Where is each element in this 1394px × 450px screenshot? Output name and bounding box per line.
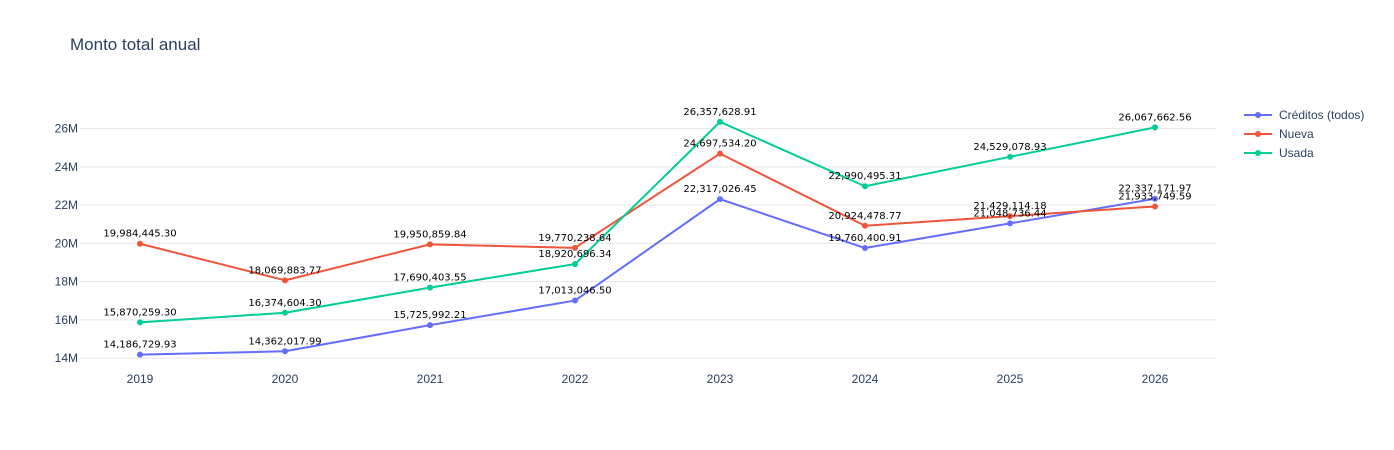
data-label: 15,725,992.21 [393,310,466,321]
data-label: 22,990,495.31 [828,171,901,182]
y-tick-label: 16M [55,313,78,327]
data-label: 19,770,238.64 [538,233,611,244]
data-label: 14,186,729.93 [103,340,176,351]
data-label: 22,317,026.45 [683,184,756,195]
data-point[interactable] [282,277,288,284]
data-point[interactable] [862,183,868,190]
y-tick-label: 26M [55,122,78,136]
x-tick-label: 2020 [272,372,299,386]
legend-marker [1255,150,1261,156]
data-label: 26,067,662.56 [1118,112,1191,123]
data-label: 14,362,017.99 [248,336,321,347]
legend-marker [1255,112,1261,118]
data-point[interactable] [717,118,723,125]
data-point[interactable] [427,322,433,329]
data-label: 19,984,445.30 [103,229,176,240]
series-lines [137,118,1158,358]
data-label: 21,048,736.44 [973,208,1046,219]
data-labels: 14,186,729.93 14,362,017.99 15,725,992.21 1… [103,107,1191,351]
data-label: 18,069,883.77 [248,265,321,276]
data-point[interactable] [427,284,433,291]
data-point[interactable] [137,319,143,326]
series-line-2 [139,120,1156,324]
data-point[interactable] [282,309,288,316]
data-point[interactable] [572,261,578,268]
data-label: 17,690,403.55 [393,273,466,284]
data-label: 22,337,171.97 [1118,184,1191,195]
data-label: 19,950,859.84 [393,229,466,240]
legend[interactable]: Créditos (todos) Nueva Usada [1244,108,1364,160]
x-tick-label: 2023 [707,372,734,386]
legend-item-2[interactable]: Usada [1244,146,1314,160]
y-tick-label: 22M [55,198,78,212]
x-tick-label: 2022 [562,372,589,386]
data-point[interactable] [572,244,578,251]
data-point[interactable] [137,351,143,358]
data-point[interactable] [1152,195,1158,202]
legend-label: Nueva [1279,127,1314,141]
data-label: 16,374,604.30 [248,298,321,309]
y-tick-label: 20M [55,236,78,250]
data-label: 15,870,259.30 [103,307,176,318]
data-point[interactable] [1007,153,1013,160]
data-point[interactable] [282,348,288,355]
data-label: 24,529,078.93 [973,142,1046,153]
data-point[interactable] [1152,124,1158,131]
x-tick-label: 2025 [997,372,1024,386]
legend-label: Créditos (todos) [1279,108,1364,122]
x-tick-label: 2021 [417,372,444,386]
y-axis-ticks: 14M 16M 18M 20M 22M 24M 26M [55,122,78,365]
data-label: 21,429,114.18 [973,201,1046,212]
data-point[interactable] [572,297,578,304]
legend-marker [1255,131,1261,137]
data-point[interactable] [862,222,868,229]
data-label: 24,697,534.20 [683,139,756,150]
data-label: 17,013,046.50 [538,286,611,297]
data-point[interactable] [1152,203,1158,210]
legend-item-0[interactable]: Créditos (todos) [1244,108,1364,122]
data-label: 20,924,478.77 [828,211,901,222]
data-point[interactable] [427,241,433,248]
data-label: 21,933,749.59 [1118,191,1191,202]
data-point[interactable] [1007,213,1013,220]
data-point[interactable] [1007,220,1013,227]
series-line-0 [139,197,1156,356]
x-tick-label: 2026 [1142,372,1169,386]
legend-item-1[interactable]: Nueva [1244,127,1314,141]
legend-label: Usada [1279,146,1314,160]
data-point[interactable] [717,196,723,203]
gridlines [80,128,1216,359]
series-line-1 [139,152,1156,282]
y-tick-label: 14M [55,351,78,365]
data-point[interactable] [717,150,723,157]
x-axis-ticks: 2019 2020 2021 2022 2023 2024 2025 2026 [127,372,1169,386]
x-tick-label: 2019 [127,372,154,386]
data-label: 19,760,400.91 [828,233,901,244]
data-point[interactable] [862,245,868,252]
data-label: 26,357,628.91 [683,107,756,118]
data-label: 18,920,696.34 [538,249,611,260]
x-tick-label: 2024 [852,372,879,386]
data-point[interactable] [137,240,143,247]
chart-title: Monto total anual [70,35,200,54]
y-tick-label: 24M [55,160,78,174]
y-tick-label: 18M [55,275,78,289]
